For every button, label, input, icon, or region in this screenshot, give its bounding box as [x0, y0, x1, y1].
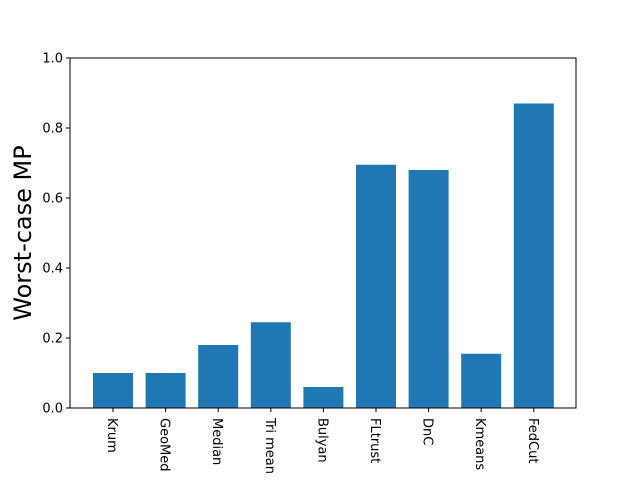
bar-fltrust: [356, 164, 396, 408]
plot-frame: [69, 57, 577, 409]
y-tick-label: 0.0: [42, 402, 63, 417]
bar-geomed: [145, 373, 186, 408]
x-tick-label: Median: [209, 418, 224, 465]
bar-dnc: [408, 170, 449, 408]
x-tick-label: GeoMed: [157, 418, 172, 472]
x-tick-label: Bulyan: [314, 418, 329, 463]
bar-fedcut: [513, 103, 554, 408]
bars: [93, 103, 554, 408]
bar-tri-mean: [250, 322, 291, 408]
x-tick-label: Kmeans: [472, 418, 487, 470]
y-tick-label: 0.4: [42, 262, 63, 277]
y-tick-label: 0.8: [42, 122, 63, 137]
x-tick-label: Krum: [104, 418, 119, 453]
x-tick-label: FLtrust: [367, 418, 382, 463]
bar-median: [198, 345, 239, 408]
x-tick-label: DnC: [420, 418, 435, 445]
y-axis-ticks: 0.0 0.2 0.4 0.6 0.8 1.0: [42, 52, 70, 417]
x-tick-label: Tri mean: [262, 417, 277, 474]
bar-bulyan: [303, 387, 344, 408]
y-axis-label: Worst-case MP: [9, 145, 37, 320]
x-axis-ticks: Krum GeoMed Median Tri mean Bulyan FLtrust DnC…: [104, 408, 540, 474]
y-tick-label: 1.0: [42, 52, 63, 67]
x-tick-label: FedCut: [525, 418, 540, 463]
y-tick-label: 0.6: [42, 192, 63, 207]
bar-krum: [93, 373, 133, 408]
y-tick-label: 0.2: [42, 332, 63, 347]
bar-kmeans: [461, 353, 502, 408]
